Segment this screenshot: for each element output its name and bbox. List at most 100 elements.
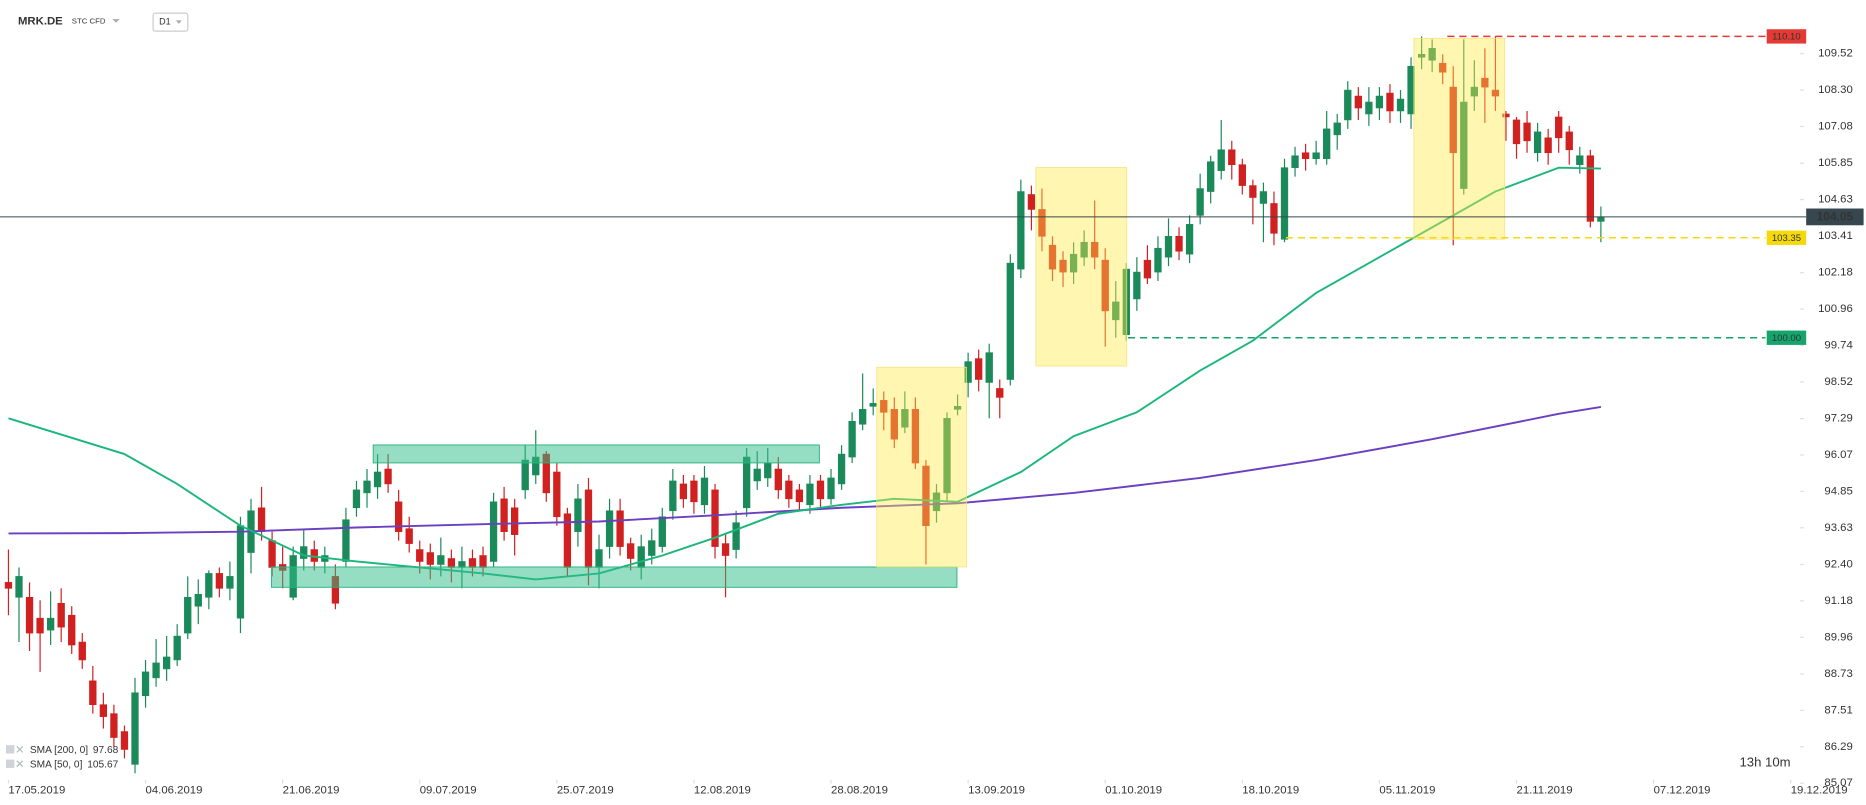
candle-body: [605, 510, 614, 547]
candle-body: [1586, 155, 1594, 222]
candle-body: [479, 555, 487, 568]
x-tick-label: 18.10.2019: [1242, 785, 1299, 797]
candle-body: [184, 596, 192, 634]
dropdown-arrow[interactable]: [112, 19, 120, 23]
instrument-type[interactable]: STC CFD: [72, 17, 106, 26]
candle-body: [1143, 259, 1152, 279]
candle-body: [1207, 161, 1215, 192]
candle-body: [827, 477, 835, 500]
candle-body: [215, 573, 224, 589]
header: MRK.DE STC CFD D1: [18, 12, 189, 32]
legend-icon: [5, 745, 15, 754]
y-tick-label: 99.74: [1824, 339, 1852, 351]
candle-body: [46, 617, 55, 631]
candle-body: [131, 692, 139, 765]
candle-body: [1238, 164, 1246, 186]
candle-body: [1323, 128, 1331, 160]
candle-body: [1122, 268, 1130, 336]
candle-body: [975, 358, 983, 380]
candle-body: [1312, 152, 1320, 160]
candle-body: [1491, 89, 1500, 97]
y-tick-label: 89.96: [1824, 631, 1852, 643]
candle-body: [785, 480, 793, 500]
candle-body: [300, 546, 308, 559]
dropdown-arrow[interactable]: [175, 20, 182, 24]
candle-body: [521, 459, 529, 491]
candle-body: [1027, 194, 1036, 210]
candle-body: [426, 552, 434, 565]
countdown: 13h 10m: [1739, 755, 1790, 770]
candle-body: [679, 483, 688, 500]
x-tick-label: 01.10.2019: [1105, 785, 1162, 797]
candle-body: [1481, 77, 1489, 88]
candle-body: [1407, 65, 1415, 115]
highlight-box[interactable]: [1035, 167, 1128, 367]
candle-body: [648, 540, 656, 556]
support-zone[interactable]: [271, 566, 958, 588]
y-tick-label: 87.51: [1824, 704, 1852, 716]
candle-body: [1439, 62, 1447, 73]
level-box: [1766, 29, 1807, 44]
candle-body: [1249, 185, 1257, 198]
legend-close: [16, 745, 24, 753]
candle-body: [922, 465, 930, 526]
candle-body: [1417, 54, 1426, 58]
y-tick-label: 88.73: [1824, 668, 1852, 680]
y-tick-label: 107.08: [1818, 120, 1853, 132]
highlight-box[interactable]: [876, 366, 967, 568]
candle-body: [395, 501, 403, 532]
candle-body: [859, 409, 867, 425]
candle-body: [985, 352, 993, 383]
candle-body: [489, 501, 498, 562]
level-label: 103.35: [1772, 233, 1801, 244]
candle-body: [880, 400, 888, 413]
candle-body: [373, 471, 382, 488]
x-tick-label: 09.07.2019: [420, 785, 477, 797]
candle-body: [616, 510, 624, 547]
candle-body: [1080, 241, 1088, 258]
candle-body: [764, 462, 772, 479]
y-tick-label: 94.85: [1824, 485, 1852, 497]
current-price-label: 104.05: [1817, 210, 1854, 224]
candle-body: [68, 614, 76, 646]
candle-body: [732, 522, 740, 550]
current-price-box: [1806, 208, 1864, 226]
candle-body: [700, 477, 709, 506]
candle-body: [416, 549, 424, 562]
candle-body: [795, 489, 804, 503]
legend-entry: SMA [200, 0] 97.68: [30, 745, 119, 756]
candle-body: [806, 483, 814, 506]
candle-body: [1069, 253, 1078, 273]
candle-body: [574, 498, 582, 532]
highlight-box[interactable]: [1413, 37, 1506, 240]
interval-box[interactable]: [152, 12, 189, 32]
candle-body: [1175, 235, 1183, 252]
y-tick-label: 86.29: [1824, 741, 1852, 753]
candle-body: [1375, 95, 1384, 109]
candle-body: [953, 406, 962, 410]
candle-body: [1154, 247, 1162, 273]
resistance-zone[interactable]: [372, 444, 820, 464]
candle-body: [658, 516, 666, 547]
candle-body: [1365, 101, 1373, 115]
candle-body: [721, 543, 730, 556]
candle-body: [1270, 203, 1278, 234]
y-tick-label: 97.29: [1824, 413, 1852, 425]
candle-body: [595, 549, 603, 568]
candle-body: [869, 403, 877, 407]
y-tick-label: 100.96: [1818, 303, 1853, 315]
candle-body: [1512, 119, 1521, 145]
candle-body: [194, 594, 202, 607]
y-tick-label: 92.40: [1824, 558, 1852, 570]
candle-body: [1597, 216, 1605, 222]
candle-body: [99, 704, 108, 717]
candle-body: [1112, 301, 1120, 321]
candle-body: [637, 546, 645, 568]
candle-body: [1301, 152, 1310, 160]
x-tick-label: 19.12.2019: [1791, 785, 1848, 797]
candle-body: [1038, 209, 1046, 237]
x-tick-label: 07.12.2019: [1654, 785, 1711, 797]
interval[interactable]: D1: [159, 17, 170, 27]
candle-body: [173, 635, 181, 661]
